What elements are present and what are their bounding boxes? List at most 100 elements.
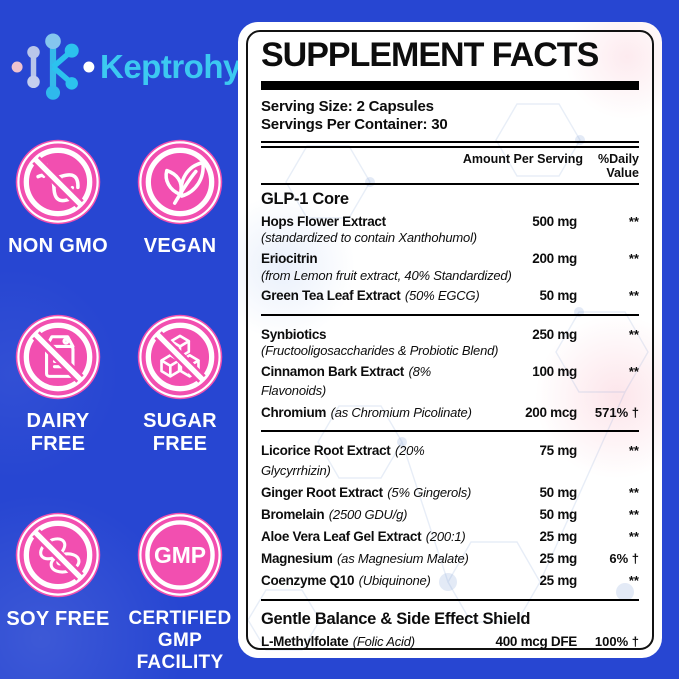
divider-double [261,141,639,149]
sugar-free-icon [137,314,223,400]
ingredient-name: Pyridoxal 5'-phosphate [261,656,403,658]
ingredient-dv: 571% † [594,405,639,421]
ingredient-dv: ** [628,506,639,522]
ingredient-dv: ** [628,529,639,545]
ingredient-amount: 50 mg [539,484,577,500]
ingredient-row: Pyridoxal 5'-phosphate (Vitamin B6) 2 mg… [261,654,639,658]
ingredient-row: Aloe Vera Leaf Gel Extract (200:1) 25 mg… [261,527,639,546]
ingredient-note: (as Chromium Picolinate) [330,405,472,421]
ingredient-amount: 250 mg [532,326,577,342]
ingredient-dv: ** [628,443,639,459]
ingredient-row: Ginger Root Extract (5% Gingerols) 50 mg… [261,483,639,502]
badge-sugar-free: SUGAR FREE [124,313,236,456]
divider [261,183,639,186]
vegan-leaf-icon [137,139,223,225]
gmp-icon: GMP [137,512,223,598]
panel-title: SUPPLEMENT FACTS [261,36,599,74]
ingredient-note: (5% Gingerols) [387,484,472,500]
ingredient-row: Green Tea Leaf Extract (50% EGCG) 50 mg … [261,286,639,305]
section-header-glp1-core: GLP-1 Core [261,190,349,209]
ingredient-amount: 25 mg [539,551,577,567]
badge-label: SOY FREE [6,608,110,630]
ingredient-dv: ** [628,288,639,304]
ingredient-row: Magnesium (as Magnesium Malate) 25 mg 6%… [261,549,639,568]
ingredient-row: Synbiotics 250 mg ** [261,325,639,344]
badge-gmp: GMP CERTIFIED GMP FACILITY [124,511,236,674]
supplement-facts-content: SUPPLEMENT FACTS Serving Size: 2 Capsule… [246,30,654,658]
brand-logo: Keptrohy ® [10,28,253,106]
ingredient-amount: 25 mg [539,529,577,545]
ingredient-note: (Folic Acid) [352,633,415,649]
ingredient-row: Cinnamon Bark Extract (8% Flavonoids) 10… [261,362,639,400]
ingredient-name: Coenzyme Q10 [261,573,355,589]
ingredient-name: Licorice Root Extract [261,443,391,459]
ingredient-note: (2500 GDU/g) [328,506,408,522]
badge-dairy-free: DAIRY FREE [2,313,114,456]
ingredient-name: Synbiotics [261,326,327,342]
badge-label: NON GMO [8,235,108,257]
ingredient-dv: 6% † [609,551,639,567]
ingredient-note: (200:1) [425,529,466,545]
divider [261,313,639,316]
molecule-logo-icon [11,33,95,100]
badge-label: VEGAN [143,235,217,257]
ingredient-name: Magnesium [261,551,333,567]
ingredient-name: Green Tea Leaf Extract [261,288,401,304]
ingredient-dv: ** [628,573,639,589]
ingredient-name: Eriocitrin [261,251,318,267]
section-header-gentle-balance: Gentle Balance & Side Effect Shield [261,609,531,628]
col-amount-per-serving: Amount Per Serving [462,152,583,167]
ingredient-amount: 50 mg [539,506,577,522]
ingredient-name: L-Methylfolate [261,633,349,649]
ingredient-name: Ginger Root Extract [261,484,383,500]
ingredient-dv: ** [628,363,639,379]
brand-name: Keptrohy [100,48,241,85]
ingredient-amount: 400 mcg DFE [495,633,578,649]
badge-label: CERTIFIED GMP FACILITY [128,608,232,673]
ingredient-note: (Vitamin B6) [407,656,476,658]
badge-soy-free: SOY FREE [2,511,114,674]
ingredient-amount: 100 mg [532,363,577,379]
ingredient-dv: ** [628,484,639,500]
badge-vegan: VEGAN [124,138,236,258]
ingredient-note: (8% Flavonoids) [261,363,431,398]
badge-label: DAIRY FREE [26,410,90,455]
ingredient-name: Aloe Vera Leaf Gel Extract [261,529,422,545]
divider [261,430,639,433]
ingredient-note: (Ubiquinone) [358,573,431,589]
badge-label: SUGAR FREE [143,410,217,455]
left-column: Keptrohy ® [0,0,253,679]
ingredient-row: Hops Flower Extract 500 mg ** [261,212,639,231]
ingredient-row: Bromelain (2500 GDU/g) 50 mg ** [261,505,639,524]
servings-per-container: Servings Per Container: 30 [261,116,448,134]
badge-row-2: DAIRY FREE [0,313,238,456]
ingredient-note: (50% EGCG) [404,288,480,304]
divider [261,598,639,601]
ingredient-amount: 25 mg [539,573,577,589]
ingredient-note: (20% Glycyrrhizin) [261,443,425,478]
non-gmo-icon [15,139,101,225]
ingredient-name: Hops Flower Extract [261,214,386,230]
ingredient-name: Cinnamon Bark Extract [261,363,404,379]
ingredient-note: (as Magnesium Malate) [337,551,469,567]
ingredient-row: Coenzyme Q10 (Ubiquinone) 25 mg ** [261,571,639,590]
serving-size: Serving Size: 2 Capsules [261,97,434,115]
ingredient-amount: 50 mg [539,288,577,304]
ingredient-name: Chromium [261,405,327,421]
soy-free-icon [15,512,101,598]
ingredient-dv: ** [628,251,639,267]
column-headers: Amount Per Serving %Daily Value [261,152,639,180]
ingredient-note: (standardized to contain Xanthohumol) [261,230,477,246]
ingredient-dv: 100% † [594,633,639,649]
ingredient-name: Bromelain [261,506,325,522]
col-daily-value: %Daily Value [598,152,639,181]
ingredient-amount: 200 mcg [525,405,577,421]
badge-non-gmo: NON GMO [2,138,114,258]
ingredient-dv: ** [628,326,639,342]
divider-thick [261,80,639,90]
ingredient-row: Eriocitrin 200 mg ** [261,249,639,268]
badge-row-3: SOY FREE GMP CERTIFIED GMP FACILITY [0,511,238,674]
ingredient-note: (Fructooligosaccharides & Probiotic Blen… [261,342,499,358]
ingredient-amount: 75 mg [539,443,577,459]
